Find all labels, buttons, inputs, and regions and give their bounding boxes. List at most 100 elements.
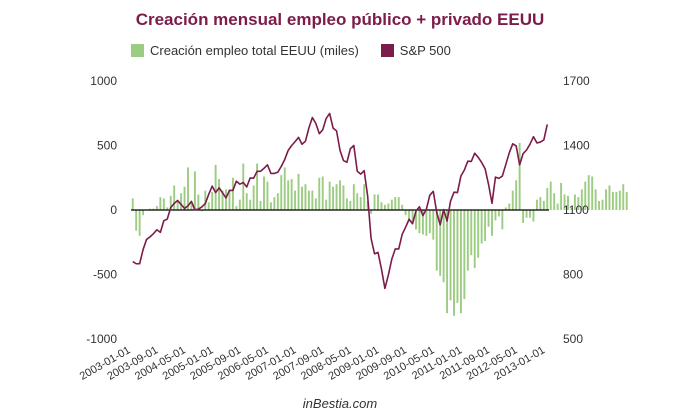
bar bbox=[518, 142, 521, 210]
bar bbox=[352, 184, 355, 210]
bar bbox=[411, 210, 414, 223]
y-left-tick-label: 0 bbox=[110, 203, 117, 217]
bar bbox=[297, 173, 300, 210]
legend-label-sp500: S&P 500 bbox=[399, 43, 451, 58]
bar bbox=[408, 210, 411, 222]
bar bbox=[380, 202, 383, 210]
bar bbox=[294, 190, 297, 210]
y-right-tick-label: 1700 bbox=[563, 74, 590, 88]
legend-item-sp500[interactable]: S&P 500 bbox=[380, 43, 451, 58]
bar bbox=[539, 197, 542, 210]
bar bbox=[622, 184, 625, 210]
bar bbox=[453, 210, 455, 316]
bar bbox=[567, 195, 569, 210]
bar bbox=[280, 175, 283, 210]
bar bbox=[397, 197, 400, 210]
bar bbox=[135, 210, 138, 231]
bar bbox=[425, 210, 428, 236]
bar bbox=[522, 210, 525, 223]
bar bbox=[504, 207, 507, 210]
y-left-tick-label: -1000 bbox=[86, 332, 117, 346]
bar bbox=[155, 206, 158, 210]
bar bbox=[546, 188, 549, 210]
bar bbox=[484, 210, 487, 241]
bar bbox=[501, 210, 504, 230]
bar bbox=[207, 202, 210, 210]
bar bbox=[225, 189, 227, 210]
bar bbox=[598, 200, 601, 210]
legend-label-employment: Creación empleo total EEUU (miles) bbox=[150, 43, 359, 58]
bar bbox=[349, 200, 352, 210]
bar bbox=[159, 197, 162, 210]
bar bbox=[421, 210, 424, 235]
bar bbox=[235, 206, 238, 210]
bar bbox=[266, 181, 269, 210]
bar bbox=[435, 210, 438, 271]
legend: Creación empleo total EEUU (miles) S&P 5… bbox=[131, 43, 473, 58]
bar bbox=[456, 210, 459, 303]
bar bbox=[228, 189, 231, 210]
bar bbox=[162, 198, 165, 210]
bar bbox=[314, 198, 317, 210]
bar bbox=[166, 207, 169, 210]
bar bbox=[446, 210, 449, 314]
bar bbox=[138, 210, 141, 236]
bar bbox=[176, 199, 179, 210]
bar bbox=[594, 189, 597, 210]
bar bbox=[276, 193, 279, 210]
y-left-tick-label: -500 bbox=[93, 268, 117, 282]
y-left-tick-label: 500 bbox=[97, 139, 117, 153]
bar bbox=[459, 210, 462, 314]
bar bbox=[383, 204, 386, 210]
bar bbox=[608, 185, 611, 210]
bar bbox=[394, 197, 397, 210]
bar bbox=[432, 210, 435, 240]
bar bbox=[470, 210, 473, 256]
bar bbox=[238, 199, 241, 210]
bar bbox=[339, 180, 341, 210]
bar bbox=[197, 194, 200, 210]
bar bbox=[439, 210, 442, 276]
bar bbox=[625, 191, 628, 210]
bar bbox=[301, 186, 303, 210]
bar bbox=[256, 163, 259, 210]
bar bbox=[332, 186, 335, 210]
bar bbox=[342, 185, 345, 210]
y-right-tick-label: 1100 bbox=[563, 203, 589, 217]
bar bbox=[187, 167, 189, 210]
bar bbox=[231, 177, 234, 210]
bar bbox=[611, 191, 614, 210]
y-right-tick-label: 800 bbox=[563, 268, 583, 282]
bar bbox=[387, 203, 390, 210]
bar bbox=[618, 190, 621, 210]
bar bbox=[515, 180, 518, 210]
bar bbox=[573, 194, 576, 210]
chart-title: Creación mensual empleo público + privad… bbox=[135, 10, 545, 29]
bar bbox=[356, 193, 359, 210]
bar bbox=[283, 167, 286, 210]
bar bbox=[190, 202, 193, 210]
bar bbox=[491, 210, 493, 236]
bar bbox=[242, 163, 245, 210]
bar bbox=[556, 203, 559, 210]
bar bbox=[211, 191, 214, 210]
legend-item-employment[interactable]: Creación empleo total EEUU (miles) bbox=[131, 43, 359, 58]
bar bbox=[321, 176, 324, 210]
bar bbox=[390, 199, 393, 210]
bar bbox=[473, 210, 476, 269]
bar bbox=[252, 185, 255, 210]
bar bbox=[401, 204, 404, 210]
bar bbox=[269, 202, 272, 210]
bar bbox=[290, 179, 293, 210]
bar bbox=[477, 210, 480, 258]
bar bbox=[549, 181, 552, 210]
bar bbox=[418, 210, 421, 234]
bar bbox=[415, 210, 417, 230]
legend-swatch-sp500 bbox=[380, 44, 394, 57]
bar bbox=[601, 199, 604, 210]
bar bbox=[466, 210, 469, 271]
bar bbox=[535, 199, 538, 210]
bar bbox=[307, 190, 310, 210]
